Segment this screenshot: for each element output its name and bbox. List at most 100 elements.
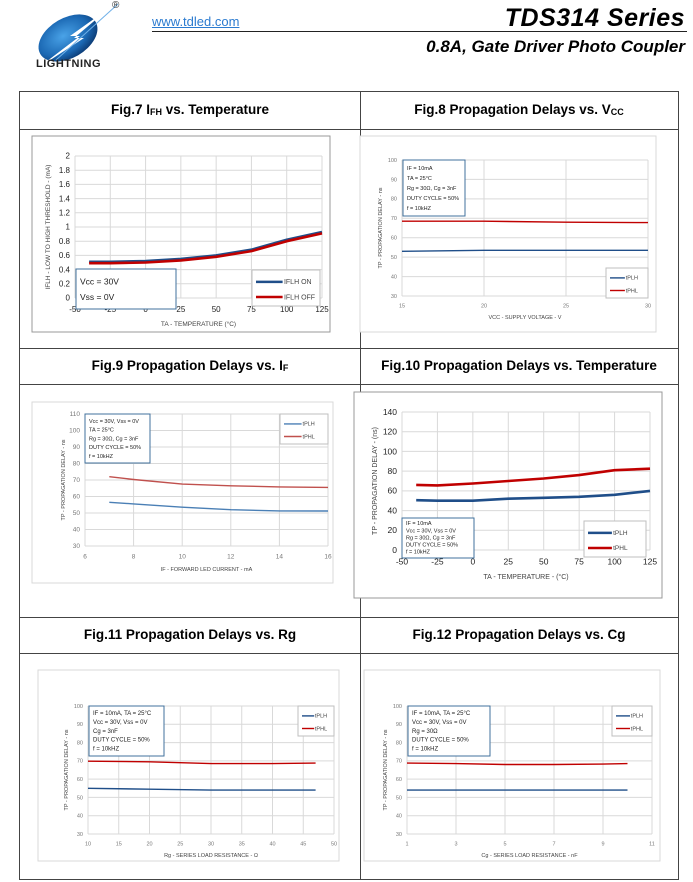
- conditions-text: Vcc = 30V, Vss = 0V: [89, 419, 139, 425]
- x-tick-label: 30: [208, 842, 214, 848]
- legend-label: tPHL: [613, 545, 628, 552]
- registered-mark: ®: [112, 0, 120, 11]
- y-tick-label: 90: [396, 722, 402, 728]
- y-tick-label: 140: [383, 407, 397, 417]
- figure-caption: Fig.11 Propagation Delays vs. Rg: [83, 627, 297, 642]
- x-tick-label: 75: [574, 557, 584, 567]
- figure-caption: Fig.12 Propagation Delays vs. Cg: [412, 627, 626, 642]
- brand-name: LIGHTNING: [36, 58, 101, 70]
- figure-table: Fig.7 IFH vs. Temperature Fig.8 Propagat…: [19, 91, 679, 880]
- legend-box: [251, 269, 321, 307]
- y-axis-label: TP - PROPAGATION DELAY - ns: [61, 439, 67, 520]
- conditions-text: DUTY CYCLE = 50%: [89, 445, 141, 451]
- y-tick-label: 100: [69, 428, 80, 435]
- conditions-text: DUTY CYCLE = 50%: [412, 738, 469, 744]
- y-tick-label: 50: [73, 510, 81, 517]
- conditions-text: DUTY CYCLE = 50%: [407, 196, 459, 202]
- series-line-tplh: [401, 249, 648, 252]
- conditions-text: f = 10kHZ: [412, 747, 439, 753]
- y-tick-label: 70: [77, 759, 83, 765]
- conditions-text: f = 10kHZ: [89, 454, 114, 460]
- y-tick-label: 30: [391, 294, 397, 300]
- conditions-box: [88, 705, 165, 757]
- x-tick-label: 14: [276, 554, 284, 561]
- x-tick-label: 20: [146, 842, 152, 848]
- legend-label: tPLH: [315, 714, 327, 720]
- conditions-text: IF = 10mA: [407, 166, 433, 172]
- x-tick-label: 10: [179, 554, 187, 561]
- legend-box: [583, 520, 647, 558]
- y-tick-label: 30: [396, 832, 402, 838]
- y-tick-label: 80: [77, 740, 83, 746]
- row-divider: [20, 129, 678, 130]
- x-tick-label: 0: [470, 557, 475, 567]
- y-tick-label: 110: [70, 411, 81, 418]
- chart-fig12: 30 40 50 60 70 80 90 100 1 3 5 7 9 11 Cg - SERIES LOAD…: [363, 669, 661, 862]
- x-tick-label: 3: [454, 842, 457, 848]
- y-axis-label: IFLH - LOW TO HIGH THRESHOLD - (mA): [45, 165, 52, 290]
- conditions-text: Rg = 30Ω, Cg = 3nF: [406, 535, 456, 541]
- x-tick-label: 30: [645, 304, 651, 310]
- x-tick-label: 25: [563, 304, 569, 310]
- y-axis-label: TP - PROPAGATION DELAY - ns: [383, 729, 389, 810]
- conditions-text: Vcc = 30V: [80, 276, 119, 286]
- y-tick-label: 2: [66, 152, 71, 161]
- chart-frame: [37, 669, 340, 862]
- y-tick-label: 0.2: [59, 279, 71, 288]
- legend-label: tPHL: [626, 288, 638, 294]
- row-divider: [20, 384, 678, 385]
- x-axis-label: TA - TEMPERATURE - (°C): [483, 573, 568, 581]
- x-tick-label: 25: [177, 842, 183, 848]
- y-tick-label: 90: [73, 444, 81, 451]
- x-tick-label: 8: [132, 554, 136, 561]
- header-rule: [152, 31, 687, 32]
- y-axis-label: TP - PROPAGATION DELAY - ns: [378, 187, 384, 268]
- chart-fig11: 30 40 50 60 70 80 90 100 10 15 20 25 30 35 40 45 50 Rg - …: [37, 669, 340, 862]
- y-tick-label: 0: [392, 545, 397, 555]
- y-tick-label: 1: [66, 223, 71, 232]
- y-tick-label: 30: [77, 832, 83, 838]
- conditions-text: f = 10kHZ: [407, 206, 432, 212]
- legend-label: IFLH OFF: [284, 294, 315, 301]
- x-tick-label: 10: [85, 842, 91, 848]
- x-tick-label: 100: [607, 557, 621, 567]
- y-tick-label: 40: [391, 274, 397, 280]
- y-tick-label: 90: [391, 177, 397, 183]
- x-tick-label: 35: [239, 842, 245, 848]
- y-tick-label: 70: [73, 477, 81, 484]
- website-link[interactable]: www.tdled.com: [152, 14, 240, 29]
- legend-label: tPHL: [315, 726, 327, 732]
- y-tick-label: 50: [396, 795, 402, 801]
- x-tick-label: 6: [83, 554, 87, 561]
- x-tick-label: 45: [300, 842, 306, 848]
- x-tick-label: 20: [481, 304, 487, 310]
- y-tick-label: 100: [383, 446, 397, 456]
- conditions-text: Vss = 0V: [80, 292, 115, 302]
- legend-box: [611, 705, 653, 737]
- x-tick-label: 15: [116, 842, 122, 848]
- lightning-logo: [38, 3, 119, 68]
- conditions-text: TA = 25°C: [407, 176, 432, 182]
- conditions-text: f = 10kHZ: [406, 550, 431, 556]
- row-divider: [20, 653, 678, 654]
- conditions-text: Vcc = 30V, Vss = 0V: [412, 720, 466, 726]
- x-axis-label: Rg - SERIES LOAD RESISTANCE - Ω: [164, 853, 258, 859]
- chart-frame: [363, 669, 661, 862]
- x-tick-label: -50: [69, 305, 81, 314]
- x-tick-label: 25: [176, 305, 185, 314]
- conditions-text: Cg = 3nF: [93, 729, 118, 735]
- y-tick-label: 60: [77, 777, 83, 783]
- x-tick-label: 50: [331, 842, 337, 848]
- y-tick-label: 70: [391, 216, 397, 222]
- y-tick-label: 80: [391, 197, 397, 203]
- legend-label: tPLH: [626, 276, 638, 282]
- y-tick-label: 80: [73, 461, 81, 468]
- conditions-text: Rg = 30Ω, Cg = 3nF: [89, 436, 139, 442]
- conditions-text: Vcc = 30V, Vss = 0V: [93, 720, 147, 726]
- y-tick-label: 60: [391, 236, 397, 242]
- figure-caption: Fig.7 IFH vs. Temperature: [110, 102, 270, 117]
- y-tick-label: 100: [388, 158, 397, 164]
- x-tick-label: 40: [269, 842, 275, 848]
- x-tick-label: -50: [396, 557, 409, 567]
- y-tick-label: 50: [77, 795, 83, 801]
